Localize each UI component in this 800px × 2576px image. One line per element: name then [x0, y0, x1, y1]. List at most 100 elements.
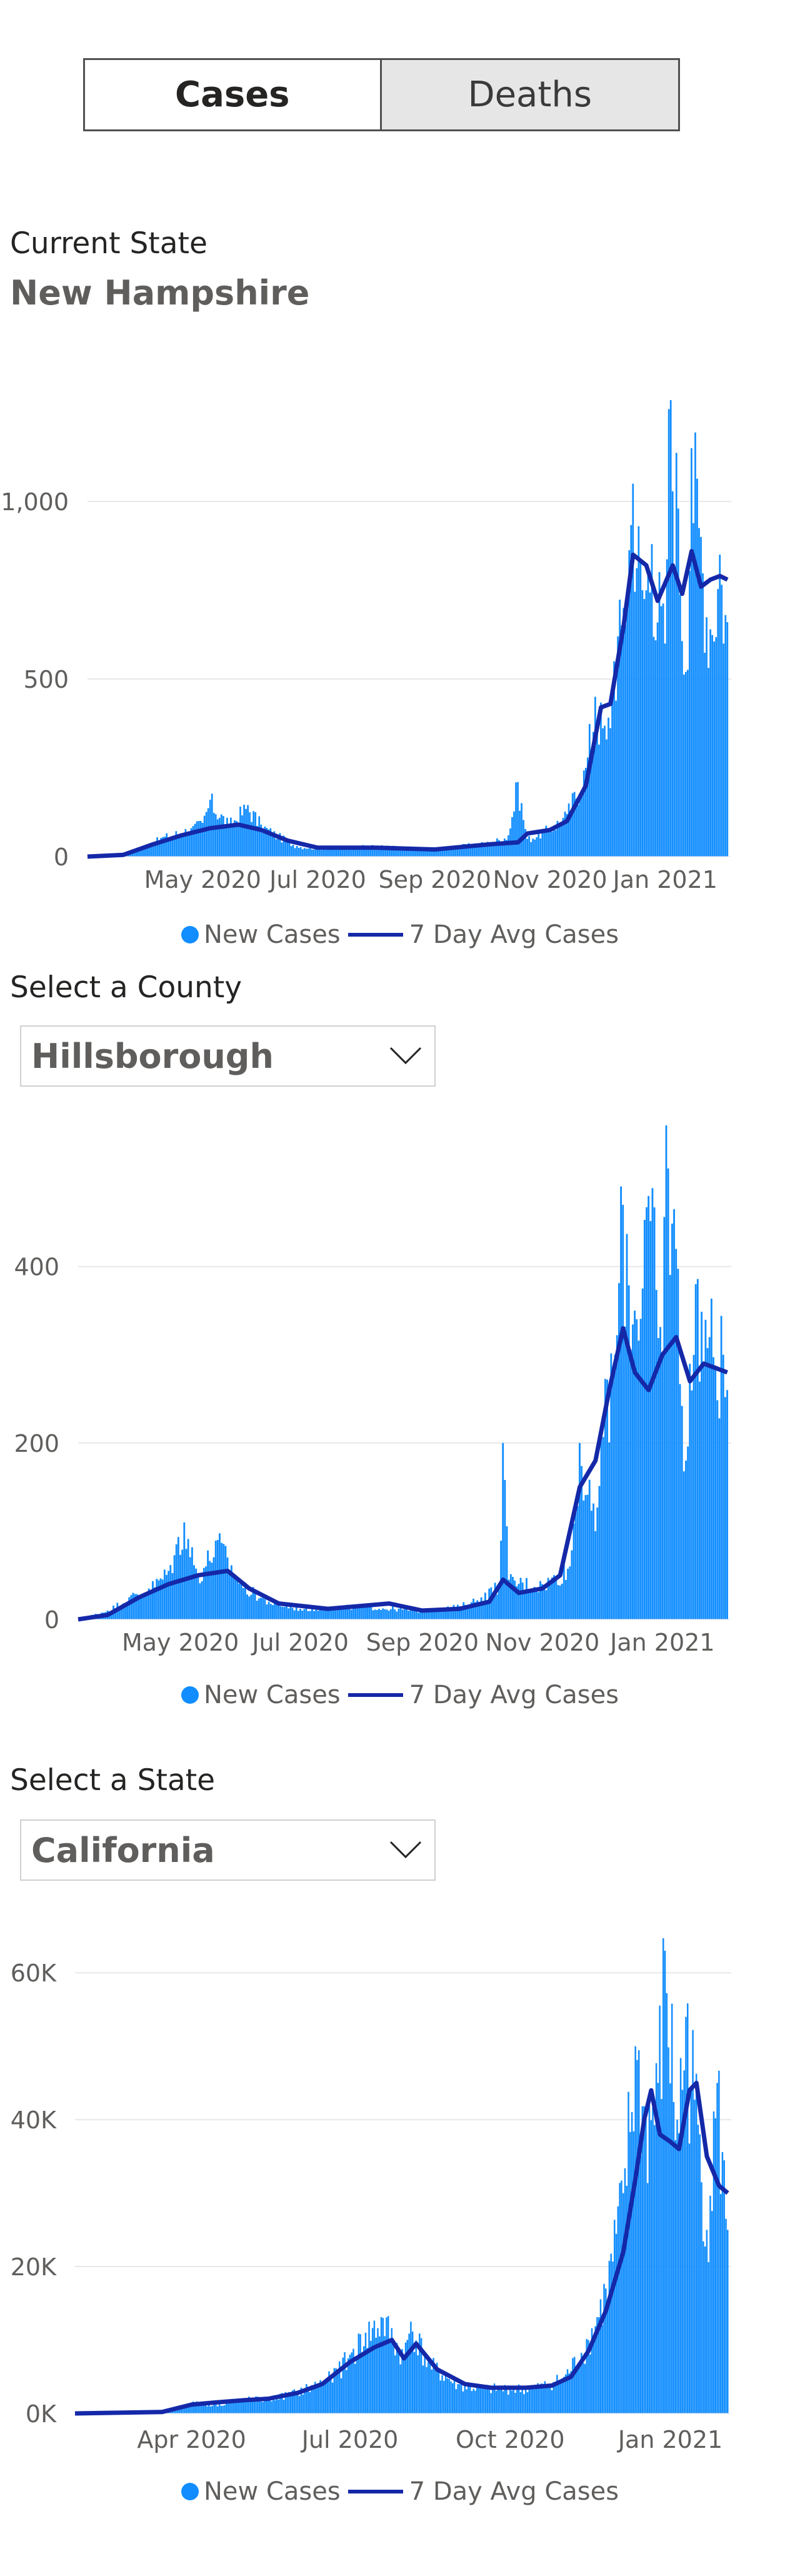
bar-new-cases [634, 591, 636, 857]
bar-new-cases [124, 1603, 126, 1619]
bar-new-cases [714, 1365, 717, 1619]
bar-new-cases [533, 2387, 536, 2413]
bar-new-cases [246, 1594, 248, 1619]
bar-new-cases [258, 1598, 260, 1619]
legend-line-swatch [348, 933, 403, 937]
bar-new-cases [508, 835, 509, 857]
bar-new-cases [621, 625, 623, 857]
tab-deaths[interactable]: Deaths [381, 58, 680, 131]
bar-new-cases [247, 805, 249, 857]
bar-new-cases [161, 1579, 164, 1619]
bar-new-cases [185, 2405, 188, 2413]
bar-new-cases [549, 2385, 551, 2413]
bar-new-cases [506, 840, 508, 857]
bar-new-cases [341, 847, 343, 857]
bar-new-cases [377, 847, 379, 857]
bar-new-cases [676, 2120, 678, 2413]
bar-new-cases [290, 846, 292, 857]
bar-new-cases [368, 2322, 370, 2413]
bar-new-cases [389, 2340, 391, 2413]
bar-new-cases [343, 847, 345, 857]
bar-new-cases [230, 1565, 232, 1619]
bar-new-cases [448, 2378, 450, 2413]
bar-new-cases [570, 2371, 572, 2413]
bar-new-cases [677, 508, 679, 857]
bar-new-cases [212, 813, 215, 857]
bar-new-cases [262, 2402, 264, 2413]
bar-new-cases [462, 843, 464, 857]
bar-new-cases [396, 848, 398, 857]
bar-new-cases [224, 1546, 227, 1619]
bar-new-cases [319, 1607, 321, 1619]
bar-new-cases [138, 1595, 140, 1619]
bar-new-cases [209, 1561, 211, 1619]
bar-new-cases [222, 1544, 225, 1619]
bar-new-cases [189, 2405, 191, 2413]
bar-new-cases [390, 848, 392, 857]
bar-new-cases [126, 1604, 128, 1619]
bar-new-cases [611, 687, 613, 857]
bar-new-cases [362, 1604, 364, 1619]
bar-new-cases [643, 598, 646, 857]
state-dropdown[interactable]: California [20, 1819, 436, 1881]
bar-new-cases [207, 808, 209, 857]
bar-new-cases [311, 849, 313, 857]
bar-new-cases [692, 2030, 694, 2413]
bar-new-cases [513, 811, 515, 857]
bar-new-cases [469, 846, 472, 857]
bar-new-cases [387, 2316, 389, 2413]
bar-new-cases [260, 824, 262, 857]
bar-new-cases [537, 1592, 539, 1619]
bar-new-cases [460, 845, 462, 857]
bar-new-cases [352, 2348, 354, 2413]
bar-new-cases [304, 2391, 306, 2413]
bar-new-cases [547, 830, 549, 857]
bar-new-cases [311, 1609, 313, 1619]
bar-new-cases [168, 838, 170, 857]
bar-new-cases [293, 1610, 296, 1619]
county-dropdown[interactable]: Hillsborough [20, 1025, 436, 1087]
bar-new-cases [613, 661, 615, 857]
bar-new-cases [279, 833, 281, 857]
bars-new-cases [76, 1938, 729, 2413]
bar-new-cases [266, 1604, 268, 1619]
bar-new-cases [685, 2016, 687, 2413]
legend-avg-label: 7 Day Avg Cases [409, 1681, 619, 1709]
bar-new-cases [204, 2403, 206, 2413]
tab-cases[interactable]: Cases [83, 58, 382, 131]
bar-new-cases [568, 803, 570, 857]
bar-new-cases [399, 847, 402, 857]
bar-new-cases [388, 847, 391, 857]
bar-new-cases [190, 828, 192, 857]
bar-new-cases [638, 1341, 640, 1619]
bar-new-cases [244, 2398, 247, 2413]
legend-new-cases-label: New Cases [203, 920, 341, 949]
bar-new-cases [689, 1364, 691, 1619]
bar-new-cases [382, 2318, 384, 2413]
bar-new-cases [438, 848, 440, 857]
bar-new-cases [435, 1610, 438, 1619]
bar-new-cases [539, 1581, 541, 1619]
bar-new-cases [636, 568, 638, 857]
bar-new-cases [427, 1608, 429, 1619]
bar-new-cases [406, 2340, 409, 2413]
bar-new-cases [220, 814, 222, 857]
bar-new-cases [212, 1557, 215, 1619]
bar-new-cases [386, 2317, 388, 2413]
y-tick-label: 200 [14, 1430, 59, 1457]
current-state-name: New Hampshire [10, 273, 310, 313]
bar-new-cases [403, 847, 406, 857]
bar-new-cases [721, 2152, 724, 2413]
bar-new-cases [604, 1379, 606, 1619]
bar-new-cases [420, 2338, 422, 2413]
bar-new-cases [547, 1577, 549, 1619]
bar-new-cases [394, 2355, 396, 2413]
bar-new-cases [252, 811, 255, 857]
bar-new-cases [351, 850, 353, 857]
bar-new-cases [349, 848, 351, 857]
bar-new-cases [399, 2364, 401, 2413]
bar-new-cases [296, 845, 298, 857]
bar-new-cases [295, 2392, 297, 2413]
bar-new-cases [572, 1523, 575, 1619]
bar-new-cases [648, 1195, 650, 1619]
